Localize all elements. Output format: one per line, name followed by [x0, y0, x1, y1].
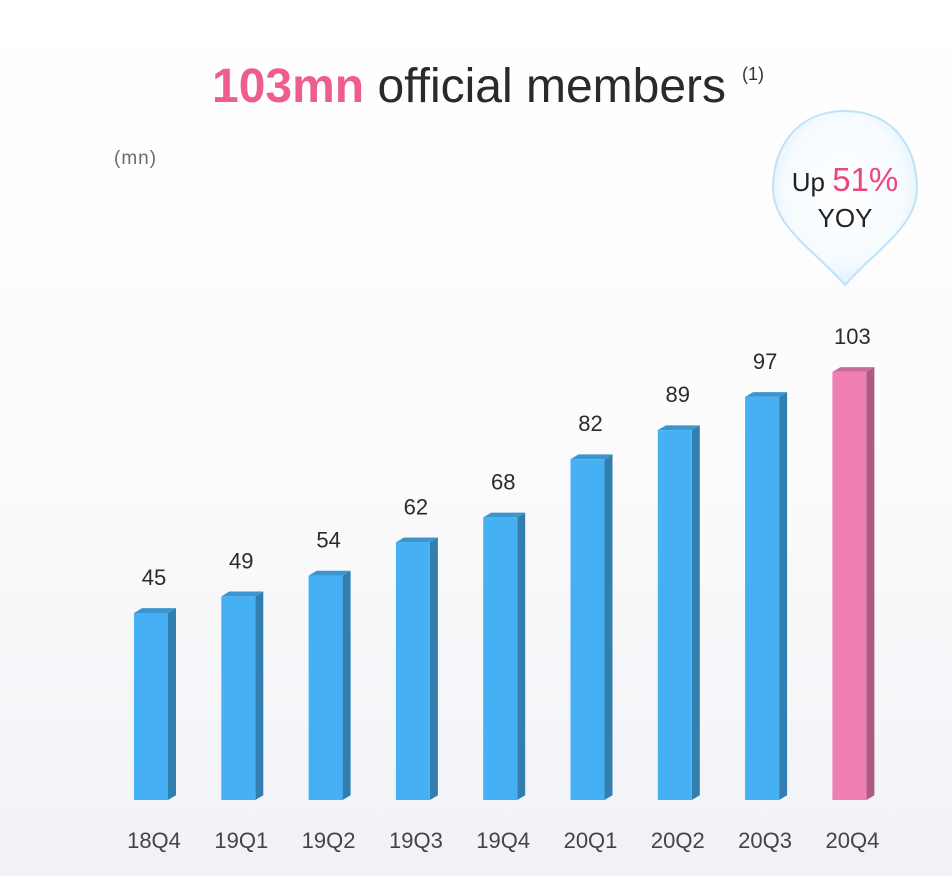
data-label: 97	[753, 349, 777, 374]
bar-front	[657, 430, 692, 800]
bar-top	[570, 454, 613, 460]
bar-front	[483, 517, 518, 800]
x-tick-label: 19Q3	[389, 828, 443, 853]
bar-top	[483, 512, 526, 518]
bar-front	[221, 596, 256, 800]
data-label: 82	[578, 411, 602, 436]
bar-top	[745, 392, 788, 397]
bar-top	[395, 537, 438, 543]
x-tick-label: 20Q2	[651, 828, 705, 853]
bar-front	[134, 612, 168, 800]
bar-top	[832, 367, 875, 372]
bar-side	[168, 608, 176, 800]
title-text: official members	[377, 60, 726, 113]
bar-side	[429, 537, 438, 800]
yoy-badge-prefix: Up	[791, 167, 825, 197]
data-label: 54	[316, 528, 340, 553]
bar-20Q3	[745, 392, 788, 800]
unit-label: (mn)	[114, 148, 158, 169]
yoy-badge-line1: Up 51%	[770, 162, 920, 200]
title-highlight-value: 103mn	[212, 60, 365, 113]
title-footnote: (1)	[742, 64, 764, 84]
bar-side	[866, 367, 875, 800]
x-tick-label: 19Q2	[302, 828, 356, 853]
data-label: 103	[834, 324, 871, 349]
bar-side	[604, 454, 613, 800]
bar-front	[745, 396, 780, 800]
x-tick-label: 20Q3	[738, 828, 792, 853]
yoy-badge-shape	[771, 109, 919, 287]
bar-top	[134, 608, 176, 613]
chart-title: 103mn official members (1)	[212, 44, 764, 117]
x-tick-label: 19Q1	[214, 828, 268, 853]
bar-20Q2	[657, 425, 700, 800]
bar-top	[657, 425, 700, 431]
bar-19Q4	[483, 512, 526, 800]
x-tick-label: 20Q1	[564, 828, 618, 853]
bar-side	[517, 512, 526, 800]
bar-20Q4	[832, 367, 875, 800]
bar-front	[832, 371, 867, 800]
bar-19Q2	[308, 570, 351, 800]
bar-front	[395, 542, 430, 800]
data-label: 89	[666, 382, 690, 407]
data-label: 49	[229, 548, 253, 573]
yoy-badge-suffix: YOY	[817, 203, 873, 233]
bar-20Q1	[570, 454, 613, 800]
bar-19Q3	[395, 537, 438, 800]
bar-top	[221, 591, 264, 597]
bar-side	[255, 591, 264, 800]
data-label: 62	[404, 494, 428, 519]
bar-side	[779, 392, 788, 800]
data-label: 68	[491, 469, 515, 494]
bar-front	[308, 575, 343, 800]
bar-side	[342, 570, 351, 800]
x-tick-label: 18Q4	[127, 828, 181, 853]
bar-front	[570, 459, 605, 800]
bar-side	[691, 425, 700, 800]
data-label: 45	[142, 565, 166, 590]
yoy-badge-value: 51%	[832, 161, 899, 198]
yoy-badge: Up 51% YOY	[770, 162, 920, 236]
bar-19Q1	[221, 591, 264, 800]
bar-top	[308, 570, 351, 576]
x-tick-label: 20Q4	[825, 828, 879, 853]
x-tick-label: 19Q4	[476, 828, 530, 853]
bar-18Q4	[134, 608, 176, 800]
